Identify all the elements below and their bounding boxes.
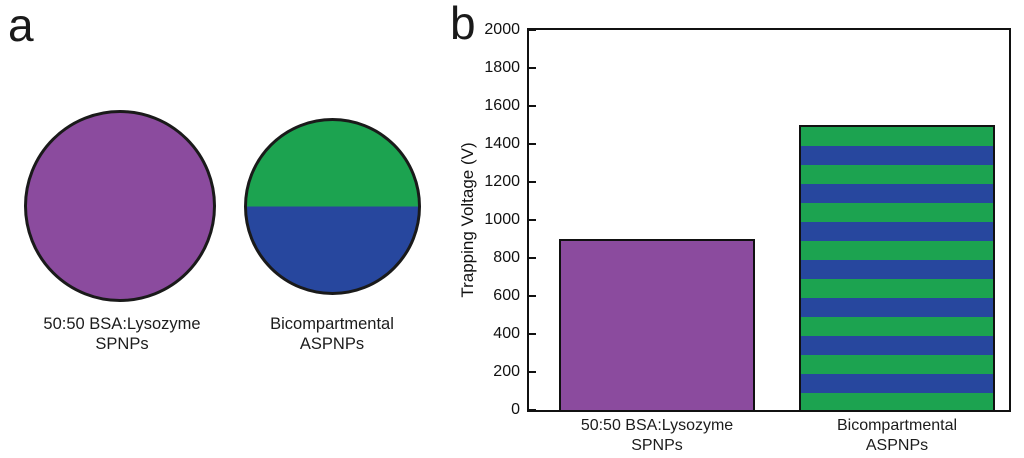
spnp-caption-line2: SPNPs	[95, 335, 149, 353]
y-tick-label: 800	[493, 249, 520, 266]
y-tick-mark	[529, 409, 536, 411]
y-tick-mark	[529, 219, 536, 221]
y-tick-mark	[529, 29, 536, 31]
y-tick-label: 200	[493, 363, 520, 380]
y-tick-label: 2000	[484, 21, 520, 38]
y-tick-label: 1400	[484, 135, 520, 152]
x-tick-label-aspnp-line1: Bicompartmental	[836, 417, 958, 434]
y-tick-label: 400	[493, 325, 520, 342]
y-tick-label: 1600	[484, 97, 520, 114]
y-tick-label: 1800	[484, 59, 520, 76]
aspnp-caption-line2: ASPNPs	[299, 335, 365, 353]
y-tick-mark	[529, 371, 536, 373]
y-tick-mark	[529, 105, 536, 107]
y-tick-mark	[529, 295, 536, 297]
y-axis-label: Trapping Voltage (V)	[458, 142, 477, 298]
y-tick-mark	[529, 181, 536, 183]
aspnp-caption: Bicompartmental ASPNPs	[237, 314, 427, 354]
y-tick-mark	[529, 333, 536, 335]
aspnp-circle	[244, 118, 421, 295]
aspnp-caption-line1: Bicompartmental	[270, 315, 394, 333]
bar-spnp	[559, 239, 755, 410]
x-tick-label-aspnp-line2: ASPNPs	[865, 437, 929, 454]
panel-a-label: a	[8, 0, 34, 51]
x-tick-label-spnp-line1: 50:50 BSA:Lysozyme	[580, 417, 734, 434]
y-tick-mark	[529, 257, 536, 259]
spnp-caption: 50:50 BSA:Lysozyme SPNPs	[10, 314, 234, 354]
spnp-caption-line1: 50:50 BSA:Lysozyme	[43, 315, 201, 333]
x-tick-label-spnp-line2: SPNPs	[631, 437, 683, 454]
y-tick-label: 1200	[484, 173, 520, 190]
y-tick-label: 0	[511, 401, 520, 418]
trapping-voltage-chart: 50:50 BSA:Lysozyme SPNPs Bicompartmental…	[484, 22, 1011, 454]
panel-b-label: b	[450, 0, 476, 49]
y-tick-mark	[529, 67, 536, 69]
x-tick-label-aspnp: Bicompartmental ASPNPs	[837, 416, 957, 456]
bar-aspnp	[799, 125, 995, 410]
y-tick-label: 1000	[484, 211, 520, 228]
y-tick-label: 600	[493, 287, 520, 304]
plot-area	[529, 30, 1009, 410]
spnp-circle	[24, 110, 216, 302]
x-tick-label-spnp: 50:50 BSA:Lysozyme SPNPs	[581, 416, 733, 456]
y-tick-mark	[529, 143, 536, 145]
